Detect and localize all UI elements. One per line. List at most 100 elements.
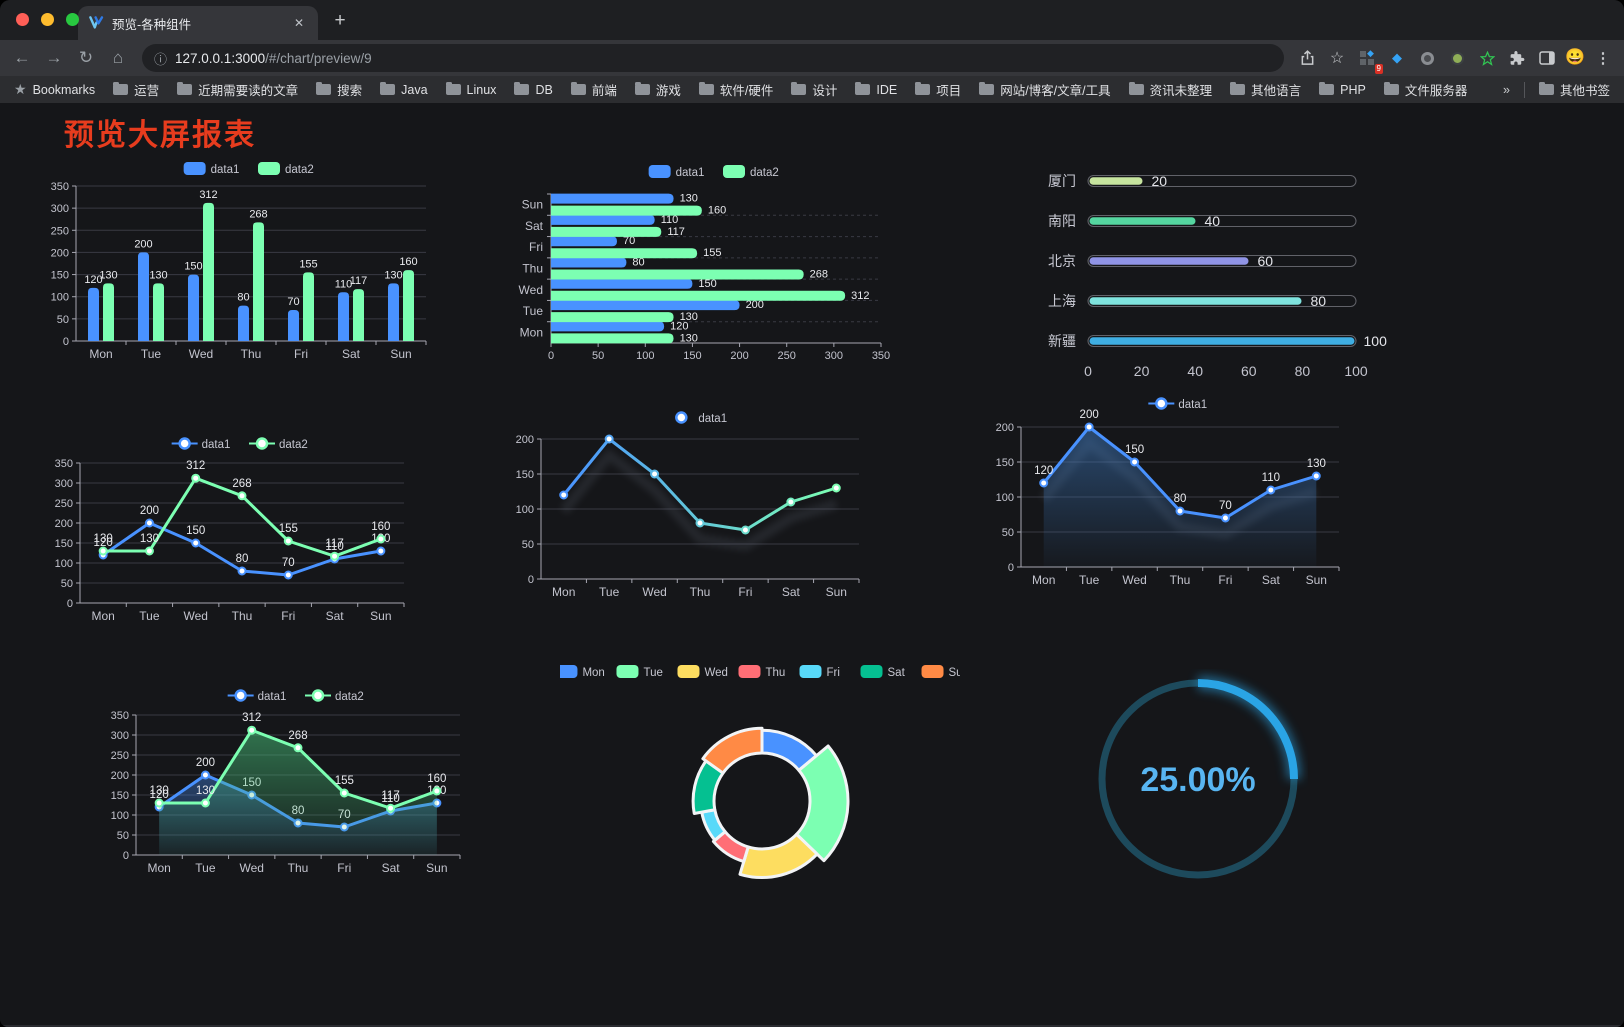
- bookmark-item[interactable]: 运营: [113, 80, 159, 99]
- percent-gauge-chart[interactable]: 25.00%: [1088, 669, 1308, 889]
- bookmark-item[interactable]: IDE: [855, 81, 897, 97]
- legend-item-Thu[interactable]: Thu: [738, 665, 785, 679]
- pie-slice-Fri[interactable]: [700, 808, 727, 842]
- legend-item-data2[interactable]: data2: [249, 437, 308, 452]
- share-icon[interactable]: [1294, 45, 1320, 71]
- gradient-line-chart[interactable]: data1 0 50 100 150 200 Mon Tue Wed Thu Fri Sat Sun: [505, 397, 871, 609]
- bar-data1-Wed: [551, 278, 693, 289]
- legend-item-data1[interactable]: data1: [648, 165, 705, 179]
- svg-text:312: 312: [199, 189, 217, 201]
- extension-green-circle-icon[interactable]: [1444, 45, 1470, 71]
- legend-item-data1[interactable]: data1: [1148, 397, 1207, 412]
- divider: [1523, 81, 1525, 98]
- legend-item-Sat[interactable]: Sat: [860, 665, 906, 679]
- bar-data2-Tue: [551, 312, 674, 323]
- legend-item-Fri[interactable]: Fri: [799, 665, 840, 679]
- horizontal-bar-chart[interactable]: data1 data2 Mon Tue Wed Thu Fri Sat Sun 0 50 100 150…: [505, 149, 905, 369]
- site-info-icon[interactable]: ⓘ: [154, 51, 168, 67]
- url-bar[interactable]: ⓘ 127.0.0.1:3000 /#/chart/preview/9: [142, 44, 1284, 72]
- legend-item-data1[interactable]: data1: [668, 411, 727, 426]
- svg-text:50: 50: [1002, 527, 1014, 539]
- bookmark-item[interactable]: Linux: [445, 81, 496, 97]
- legend-item-Sun[interactable]: Sun: [921, 665, 969, 679]
- legend-item-data1[interactable]: data1: [227, 689, 287, 704]
- svg-text:新疆: 新疆: [1048, 333, 1076, 349]
- grouped-bar-chart[interactable]: data1 data2 0 50 100 150 200 250 300 350 Mon Tue Wed…: [40, 146, 440, 371]
- svg-text:Tue: Tue: [523, 304, 544, 318]
- page-content: 预览大屏报表 data1 data2 0 50 100 150 200 250 300 350 Mo…: [0, 103, 1624, 1027]
- reload-icon[interactable]: ↻: [78, 48, 94, 67]
- side-panel-icon[interactable]: [1534, 45, 1560, 71]
- chart-svg: Mon Tue Wed Thu Fri Sat Sun: [555, 665, 969, 879]
- active-tab[interactable]: 预览-各种组件 ✕: [78, 6, 318, 40]
- donut-chart[interactable]: Mon Tue Wed Thu Fri Sat Sun: [555, 639, 969, 904]
- menu-kebab-icon[interactable]: ⋮: [1595, 50, 1611, 67]
- maximize-window-button[interactable]: [66, 13, 79, 26]
- extension-star-icon[interactable]: [1474, 45, 1500, 71]
- svg-text:Tue: Tue: [195, 861, 216, 875]
- url-host: 127.0.0.1:3000: [175, 50, 266, 66]
- close-window-button[interactable]: [16, 13, 29, 26]
- svg-text:data2: data2: [335, 691, 364, 703]
- svg-text:Thu: Thu: [232, 609, 253, 623]
- back-icon[interactable]: ←: [13, 48, 31, 67]
- svg-text:160: 160: [399, 256, 417, 268]
- bookmarks-overflow-chevron[interactable]: »: [1503, 82, 1510, 97]
- bookmark-item[interactable]: 项目: [915, 80, 961, 99]
- bar-data2-Sun: [551, 205, 702, 216]
- bookmark-item[interactable]: 网站/博客/文章/工具: [979, 80, 1111, 99]
- pie-slice-Tue[interactable]: [795, 744, 850, 863]
- bookmark-item[interactable]: 前端: [570, 80, 617, 99]
- legend-item-data2[interactable]: data2: [305, 689, 364, 704]
- home-icon[interactable]: ⌂: [112, 48, 124, 67]
- legend-item-Tue[interactable]: Tue: [616, 665, 663, 679]
- svg-text:120: 120: [94, 537, 113, 549]
- extension-blocks-icon[interactable]: ◆ 9: [1354, 45, 1383, 74]
- chart-svg: data1 data2 0 50 100 150 200 250 300 350 Mon Tue Wed…: [111, 689, 461, 875]
- area-line-chart[interactable]: data1 0 50 100 150 200 Mon Tue Wed Thu Fri Sat Sun 12…: [985, 385, 1351, 597]
- new-tab-button[interactable]: +: [334, 10, 346, 31]
- svg-text:Wed: Wed: [1122, 573, 1146, 587]
- pie-slice-Wed[interactable]: [738, 832, 819, 879]
- two-series-line-chart[interactable]: data1 data2 0 50 100 150 200 250 300 350 Mon Tue Wed…: [42, 423, 418, 635]
- tab-close-icon[interactable]: ✕: [293, 16, 305, 30]
- bookmark-item[interactable]: 游戏: [634, 80, 681, 99]
- legend-item-Mon[interactable]: Mon: [555, 665, 605, 679]
- svg-text:117: 117: [350, 275, 368, 287]
- folder-icon: [791, 81, 807, 95]
- bookmark-star-icon[interactable]: ☆: [1329, 50, 1345, 67]
- forward-icon[interactable]: →: [45, 48, 63, 67]
- bar-data2-Tue: [153, 283, 164, 341]
- bookmark-item[interactable]: Java: [380, 81, 428, 97]
- profile-avatar[interactable]: 😀: [1565, 49, 1585, 66]
- bar-data1-Sun: [551, 193, 674, 204]
- bar-data1-Sun: [388, 283, 399, 341]
- legend-item-data2[interactable]: data2: [723, 165, 779, 179]
- two-series-area-chart[interactable]: data1 data2 0 50 100 150 200 250 300 350 Mon Tue Wed…: [98, 675, 474, 887]
- other-bookmarks[interactable]: 其他书签: [1538, 80, 1610, 99]
- bookmarks-manager[interactable]: ★ Bookmarks: [14, 81, 96, 97]
- svg-text:Wed: Wed: [519, 283, 543, 297]
- legend-item-Wed[interactable]: Wed: [677, 665, 728, 679]
- pie-slice-Sun[interactable]: [701, 726, 764, 775]
- bookmark-item[interactable]: 近期需要读的文章: [177, 80, 298, 99]
- bookmark-item[interactable]: PHP: [1319, 81, 1366, 97]
- bookmark-item[interactable]: 资讯未整理: [1128, 80, 1212, 99]
- legend-item-data1[interactable]: data1: [171, 437, 231, 452]
- legend-item-data2[interactable]: data2: [258, 162, 314, 176]
- city-progress-chart[interactable]: 厦门 20 南阳 40 北京 60 上海 80 新疆 100 0 20 40 60 80 100: [1000, 156, 1392, 388]
- bookmark-item[interactable]: 其他语言: [1230, 80, 1301, 99]
- bookmark-item[interactable]: 搜索: [316, 80, 362, 99]
- extension-gem-icon[interactable]: ◆: [1392, 50, 1402, 65]
- extensions-puzzle-icon[interactable]: [1504, 45, 1530, 71]
- svg-text:200: 200: [996, 422, 1014, 434]
- bookmark-item[interactable]: DB: [514, 81, 553, 97]
- progress-bar-新疆: [1089, 337, 1355, 345]
- minimize-window-button[interactable]: [41, 13, 54, 26]
- bookmark-item[interactable]: 文件服务器: [1383, 80, 1467, 99]
- svg-text:南阳: 南阳: [1048, 213, 1076, 229]
- bookmark-item[interactable]: 设计: [791, 80, 837, 99]
- extension-circle-icon[interactable]: [1414, 45, 1440, 71]
- legend-item-data1[interactable]: data1: [183, 162, 240, 176]
- bookmark-item[interactable]: 软件/硬件: [698, 80, 773, 99]
